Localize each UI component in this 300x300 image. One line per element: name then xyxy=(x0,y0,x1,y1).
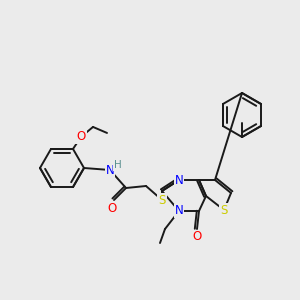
Text: H: H xyxy=(114,160,122,170)
Text: O: O xyxy=(107,202,117,214)
Text: S: S xyxy=(158,194,166,206)
Text: O: O xyxy=(76,130,85,143)
Text: N: N xyxy=(175,205,183,218)
Text: N: N xyxy=(106,164,114,176)
Text: S: S xyxy=(220,203,228,217)
Text: O: O xyxy=(192,230,202,244)
Text: N: N xyxy=(175,173,183,187)
